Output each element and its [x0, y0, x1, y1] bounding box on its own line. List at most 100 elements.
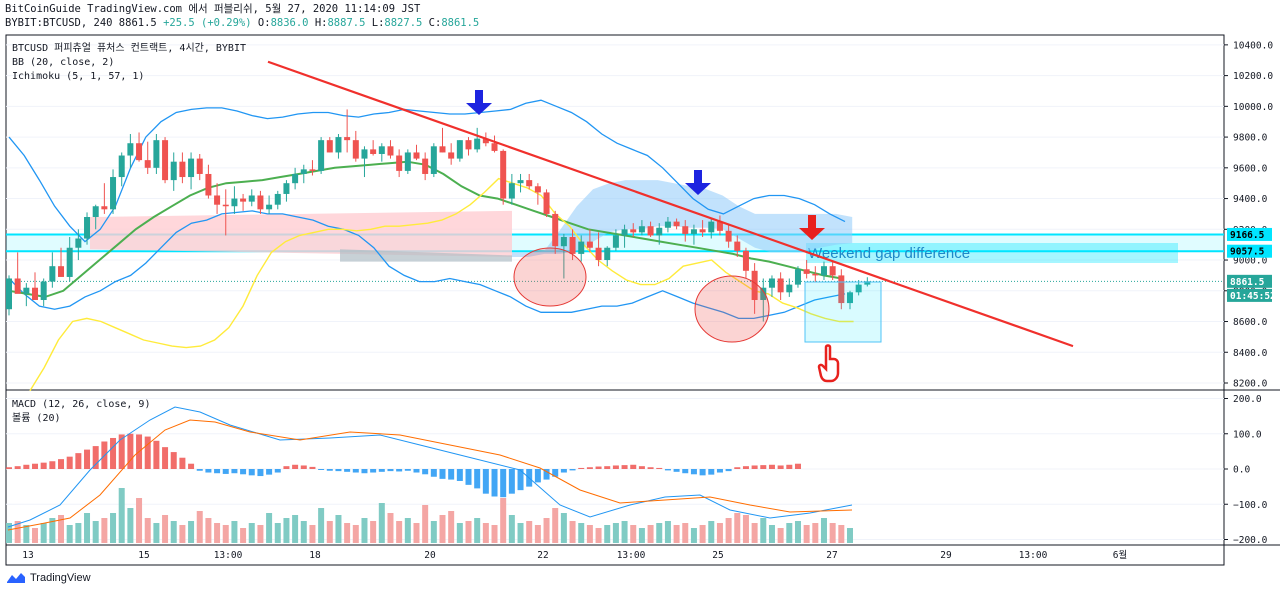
candle[interactable]: [352, 140, 359, 159]
candle[interactable]: [231, 198, 238, 207]
candle[interactable]: [690, 229, 697, 234]
candle[interactable]: [638, 226, 645, 233]
candle[interactable]: [14, 278, 21, 294]
candle[interactable]: [58, 266, 65, 277]
candle[interactable]: [84, 217, 91, 239]
candle[interactable]: [127, 143, 134, 156]
candle[interactable]: [500, 150, 507, 199]
candle[interactable]: [829, 266, 836, 276]
candle[interactable]: [318, 140, 325, 171]
candle[interactable]: [508, 183, 515, 199]
candle[interactable]: [812, 273, 819, 276]
candle[interactable]: [699, 229, 706, 233]
candle[interactable]: [188, 158, 195, 178]
candle[interactable]: [196, 158, 203, 174]
candle[interactable]: [855, 284, 862, 293]
candle[interactable]: [734, 241, 741, 251]
candle[interactable]: [309, 169, 316, 171]
candle[interactable]: [179, 161, 186, 178]
candle[interactable]: [214, 195, 221, 205]
candle[interactable]: [864, 281, 871, 285]
candle[interactable]: [578, 241, 585, 254]
candle[interactable]: [266, 204, 273, 210]
candle[interactable]: [430, 146, 437, 174]
candle[interactable]: [110, 177, 117, 210]
candle[interactable]: [838, 275, 845, 304]
candle[interactable]: [846, 292, 853, 304]
candle[interactable]: [725, 230, 732, 242]
candle[interactable]: [456, 140, 463, 159]
candle[interactable]: [482, 138, 489, 144]
candle[interactable]: [118, 155, 125, 178]
candle[interactable]: [222, 204, 229, 207]
candle[interactable]: [777, 278, 784, 293]
candle[interactable]: [474, 138, 481, 150]
candle[interactable]: [66, 247, 73, 277]
candle[interactable]: [682, 226, 689, 234]
candle[interactable]: [370, 149, 377, 154]
candle[interactable]: [647, 226, 654, 236]
candle[interactable]: [205, 173, 212, 196]
candle[interactable]: [708, 221, 715, 233]
candle[interactable]: [6, 278, 12, 310]
candle[interactable]: [153, 140, 160, 168]
candle[interactable]: [664, 221, 671, 228]
candle[interactable]: [448, 152, 455, 159]
candle[interactable]: [101, 206, 108, 210]
candle[interactable]: [144, 160, 151, 168]
candle[interactable]: [794, 269, 801, 285]
candle[interactable]: [300, 169, 307, 174]
candle[interactable]: [803, 269, 810, 274]
candle[interactable]: [387, 146, 394, 156]
candle[interactable]: [760, 287, 767, 301]
candle[interactable]: [344, 137, 351, 141]
candle[interactable]: [292, 173, 299, 184]
candle[interactable]: [40, 281, 47, 301]
candle[interactable]: [335, 137, 342, 153]
candle[interactable]: [248, 195, 255, 202]
candle[interactable]: [162, 140, 169, 181]
candle[interactable]: [404, 152, 411, 171]
candle[interactable]: [326, 140, 333, 153]
candle[interactable]: [32, 287, 39, 301]
candle[interactable]: [136, 143, 143, 161]
candle[interactable]: [612, 235, 619, 248]
candle[interactable]: [396, 155, 403, 171]
candle[interactable]: [768, 278, 775, 288]
candle[interactable]: [656, 227, 663, 236]
candle[interactable]: [621, 229, 628, 236]
candle[interactable]: [751, 270, 758, 301]
candle[interactable]: [560, 236, 567, 247]
candle[interactable]: [517, 180, 524, 184]
candle[interactable]: [569, 236, 576, 254]
candle[interactable]: [75, 238, 82, 248]
candle[interactable]: [595, 247, 602, 261]
candle[interactable]: [526, 180, 533, 187]
candle[interactable]: [716, 221, 723, 231]
candle[interactable]: [378, 146, 385, 154]
candle[interactable]: [274, 193, 281, 205]
candle[interactable]: [534, 186, 541, 193]
candle[interactable]: [552, 213, 559, 247]
candle[interactable]: [604, 247, 611, 261]
candle[interactable]: [422, 158, 429, 174]
footer-brand[interactable]: TradingView: [30, 572, 91, 584]
candle[interactable]: [170, 161, 177, 181]
candle[interactable]: [92, 206, 99, 218]
candle[interactable]: [240, 198, 247, 202]
candle[interactable]: [586, 241, 593, 248]
candle[interactable]: [543, 192, 550, 214]
candle[interactable]: [820, 266, 827, 276]
candle[interactable]: [49, 266, 56, 282]
candle[interactable]: [413, 152, 420, 159]
candle[interactable]: [439, 146, 446, 153]
candle[interactable]: [257, 195, 264, 210]
candle[interactable]: [283, 183, 290, 194]
candle[interactable]: [630, 229, 637, 233]
candle[interactable]: [465, 140, 472, 150]
candle[interactable]: [491, 143, 498, 151]
candle[interactable]: [786, 284, 793, 293]
candle[interactable]: [742, 250, 749, 271]
candle[interactable]: [23, 287, 30, 294]
